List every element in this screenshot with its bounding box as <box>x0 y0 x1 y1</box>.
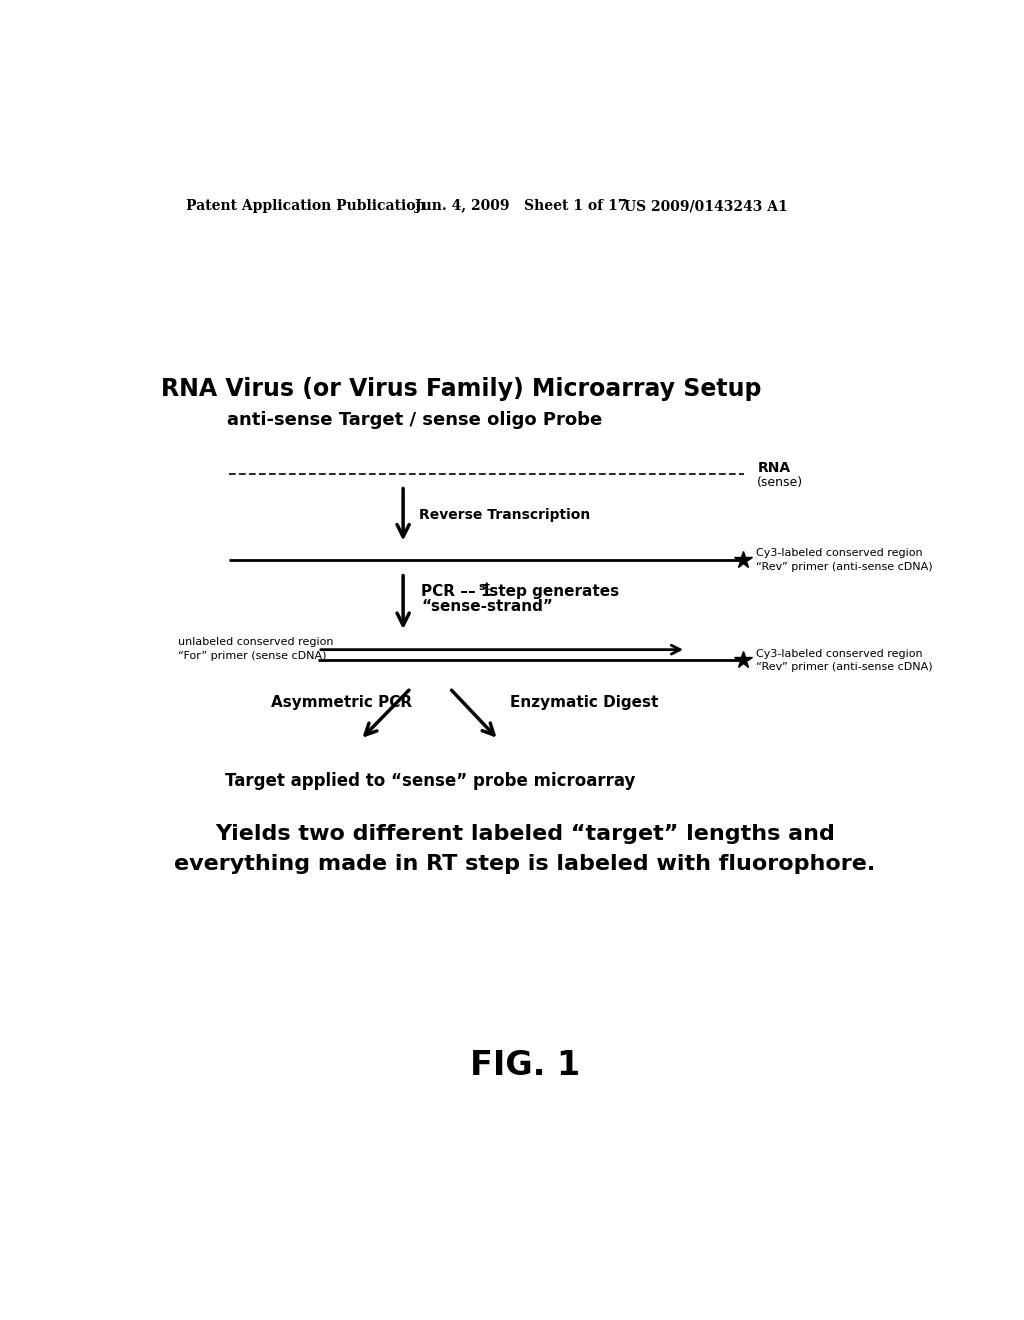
Text: RNA Virus (or Virus Family) Microarray Setup: RNA Virus (or Virus Family) Microarray S… <box>161 378 762 401</box>
Text: unlabeled conserved region: unlabeled conserved region <box>178 638 334 647</box>
Text: “For” primer (sense cDNA): “For” primer (sense cDNA) <box>178 651 327 661</box>
Text: RNA: RNA <box>758 461 791 475</box>
Text: Cy3-labeled conserved region: Cy3-labeled conserved region <box>756 648 923 659</box>
Text: Enzymatic Digest: Enzymatic Digest <box>510 694 658 710</box>
Text: st: st <box>478 582 490 591</box>
Text: “Rev” primer (anti-sense cDNA): “Rev” primer (anti-sense cDNA) <box>756 663 933 672</box>
Text: Reverse Transcription: Reverse Transcription <box>419 508 590 521</box>
Text: Cy3-labeled conserved region: Cy3-labeled conserved region <box>756 548 923 558</box>
Text: Yields two different labeled “target” lengths and: Yields two different labeled “target” le… <box>215 825 835 845</box>
Text: Jun. 4, 2009   Sheet 1 of 17: Jun. 4, 2009 Sheet 1 of 17 <box>415 199 627 213</box>
Text: Target applied to “sense” probe microarray: Target applied to “sense” probe microarr… <box>225 772 636 789</box>
Text: everything made in RT step is labeled with fluorophore.: everything made in RT step is labeled wi… <box>174 854 876 874</box>
Text: FIG. 1: FIG. 1 <box>470 1049 580 1082</box>
Text: (sense): (sense) <box>758 477 804 490</box>
Text: Patent Application Publication: Patent Application Publication <box>186 199 426 213</box>
Text: “sense-strand”: “sense-strand” <box>421 599 553 614</box>
Text: anti-sense Target / sense oligo Probe: anti-sense Target / sense oligo Probe <box>227 412 602 429</box>
Text: Asymmetric PCR: Asymmetric PCR <box>271 694 413 710</box>
Text: US 2009/0143243 A1: US 2009/0143243 A1 <box>624 199 787 213</box>
Text: “Rev” primer (anti-sense cDNA): “Rev” primer (anti-sense cDNA) <box>756 562 933 573</box>
Text: PCR –– 1: PCR –– 1 <box>421 583 492 599</box>
Text: step generates: step generates <box>484 583 620 599</box>
